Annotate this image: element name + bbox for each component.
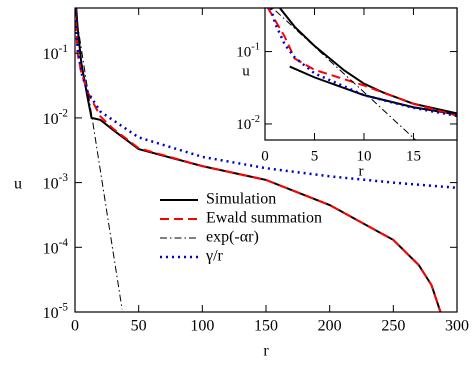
legend-label: Simulation bbox=[206, 191, 276, 208]
legend-label: exp(-αr) bbox=[206, 229, 259, 246]
x-tick-label: 50 bbox=[131, 318, 147, 335]
series-line bbox=[271, 8, 417, 140]
series-line bbox=[279, 8, 457, 115]
series-line bbox=[267, 8, 457, 117]
x-tick-label: 250 bbox=[381, 318, 405, 335]
series-line bbox=[75, 8, 442, 312]
y-tick-label: 10-3 bbox=[43, 172, 69, 193]
x-tick-label: 100 bbox=[190, 318, 214, 335]
series-line bbox=[75, 8, 123, 310]
x-tick-label: 0 bbox=[261, 148, 269, 164]
plot-frame bbox=[264, 7, 458, 141]
y-tick-label: 10-1 bbox=[43, 42, 68, 63]
x-tick-label: 10 bbox=[356, 148, 371, 164]
series-line bbox=[269, 8, 457, 118]
y-axis-label: u bbox=[242, 63, 250, 79]
series-line bbox=[289, 65, 457, 116]
series-line bbox=[75, 8, 457, 190]
plot-area bbox=[267, 8, 457, 140]
x-tick-label: 300 bbox=[445, 318, 469, 335]
x-tick-label: 150 bbox=[254, 318, 278, 335]
y-axis-label: u bbox=[14, 176, 22, 193]
inset-plot: 0 5 10 15 10-2 10-1 r u bbox=[236, 7, 458, 179]
y-tick-label: 10-2 bbox=[43, 107, 68, 128]
x-axis-label: r bbox=[263, 343, 269, 360]
plot-area bbox=[75, 8, 457, 312]
y-tick-label: 10-4 bbox=[43, 236, 69, 257]
x-tick-label: 5 bbox=[311, 148, 319, 164]
x-tick-label: 200 bbox=[318, 318, 342, 335]
x-tick-label: 15 bbox=[406, 148, 421, 164]
y-tick-label: 10-2 bbox=[236, 114, 260, 133]
series-line bbox=[75, 8, 442, 312]
y-tick-label: 10-1 bbox=[236, 42, 260, 61]
legend-label: Ewald summation bbox=[206, 210, 322, 227]
y-tick-label: 10-5 bbox=[43, 301, 69, 322]
x-axis-label: r bbox=[359, 163, 364, 179]
legend-label: γ/r bbox=[205, 248, 224, 265]
x-tick-label: 0 bbox=[71, 318, 79, 335]
